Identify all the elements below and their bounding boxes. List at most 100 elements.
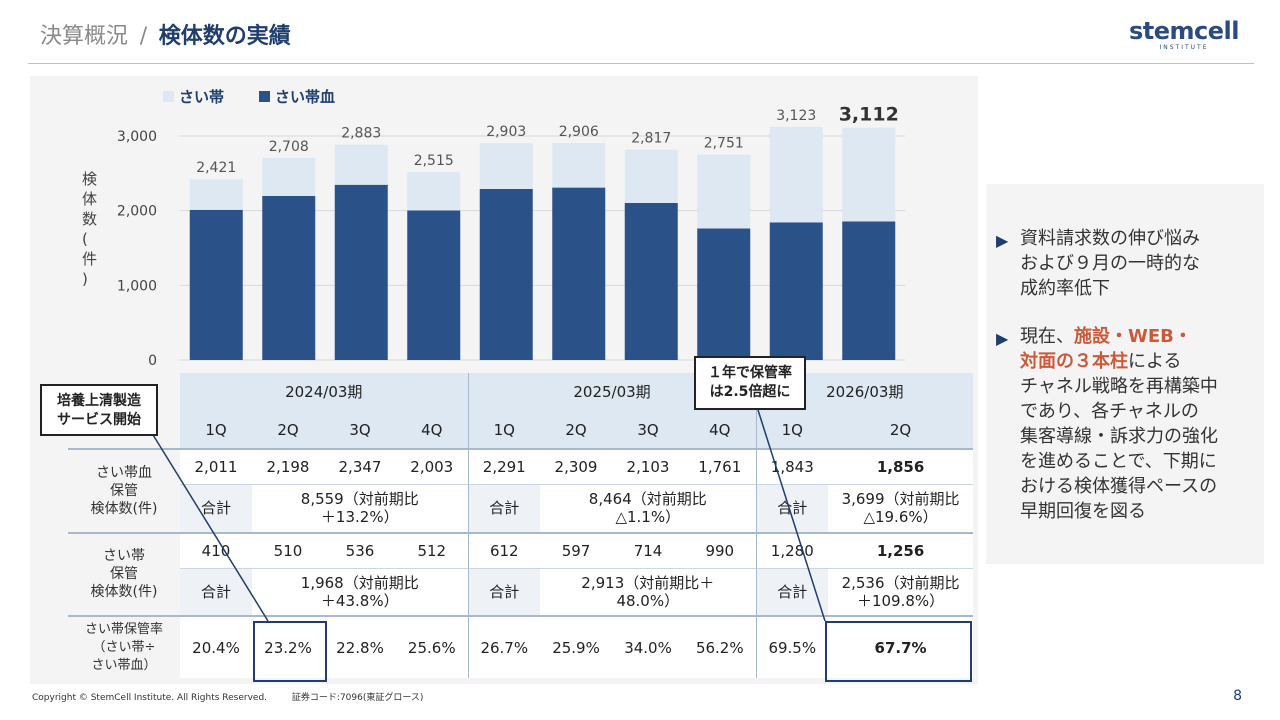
footer: Copyright © StemCell Institute. All Righ… [32, 690, 445, 703]
table-cell: 1,761 [684, 448, 757, 485]
table-cell: 510 [252, 531, 324, 568]
table-cell: 714 [612, 531, 685, 568]
header-divider [28, 63, 1254, 64]
page-number: 8 [1233, 688, 1242, 704]
bar-cord-blood [769, 222, 823, 360]
legend-swatch [163, 91, 174, 102]
table-cell: 2,103 [612, 448, 685, 485]
bar-cord-blood [697, 228, 751, 360]
quarter-header: 3Q [612, 411, 685, 449]
bar-cord [552, 143, 606, 188]
bar-cord-blood [262, 195, 316, 360]
row-label-cord: さい帯 保管 検体数(件) [68, 531, 180, 616]
callout-left: 培養上清製造 サービス開始 [40, 384, 158, 436]
highlight-box-67-7 [825, 621, 972, 682]
quarter-header: 1Q [180, 411, 252, 449]
table-cell-latest: 67.7% [828, 615, 974, 678]
sum-label: 合計 [467, 484, 541, 533]
triangle-bullet-icon: ▶ [996, 231, 1009, 250]
bar-cord [769, 126, 823, 223]
quarter-header: 2Q [540, 411, 613, 449]
summary-text-1: 資料請求数の伸び悩み および９月の一時的な 成約率低下 [1020, 228, 1200, 299]
quarter-header: 2Q [828, 411, 974, 449]
table-cell-latest: 1,256 [828, 531, 974, 568]
table-cell-latest: 1,856 [828, 448, 974, 485]
bar-cord [697, 154, 751, 229]
table-cell: 2,003 [396, 448, 469, 485]
summary-panel: ▶ 資料請求数の伸び悩み および９月の一時的な 成約率低下 ▶ 現在、施設・WE… [986, 184, 1264, 564]
y-tick-label: 0 [148, 353, 157, 369]
table-cell: 56.2% [684, 615, 757, 678]
sum-value: 8,464（対前期比 △1.1%） [540, 484, 757, 533]
highlight-box-23-2 [253, 621, 327, 682]
bar-cord-blood [552, 187, 606, 360]
table-cell: 25.6% [396, 615, 469, 678]
table-cell: 1,280 [755, 531, 829, 568]
table-cell: 512 [396, 531, 469, 568]
y-axis-label: 検体数(件) [82, 170, 97, 288]
sum-label: 合計 [755, 484, 829, 533]
copyright-text: Copyright © StemCell Institute. All Righ… [32, 693, 268, 703]
quarter-header: 4Q [396, 411, 469, 449]
row-label-cord-blood: さい帯血 保管 検体数(件) [68, 448, 180, 533]
table-cell: 2,347 [324, 448, 396, 485]
summary-text-2: 現在、施設・WEB・ 対面の３本柱による チャネル戦略を再構築中 であり、各チャ… [996, 324, 1256, 524]
bar-total-label: 3,123 [776, 108, 816, 124]
bar-cord-blood [407, 210, 461, 360]
table-cell: 25.9% [540, 615, 613, 678]
leader-line-left [149, 429, 269, 622]
table-cell: 2,291 [467, 448, 541, 485]
legend-label: さい帯血 [275, 88, 335, 106]
table-cell: 34.0% [612, 615, 685, 678]
legend-label: さい帯 [179, 88, 224, 106]
summary-point-1: ▶ 資料請求数の伸び悩み および９月の一時的な 成約率低下 [996, 226, 1256, 301]
y-tick-label: 3,000 [117, 129, 157, 145]
quarter-header: 2Q [252, 411, 324, 449]
sample-count-table: 2024/03期 2025/03期 2026/03期 1Q 2Q 3Q 4Q 1… [68, 373, 974, 678]
logo-subtitle: INSTITUTE [1159, 44, 1209, 51]
title-prefix: 決算概況 [40, 24, 129, 49]
bar-total-label: 2,883 [341, 126, 381, 142]
y-tick-label: 1,000 [117, 278, 157, 294]
bar-cord-blood [479, 188, 533, 360]
table-cell: 69.5% [755, 615, 829, 678]
table-cell: 20.4% [180, 615, 252, 678]
bar-total-label: 2,515 [414, 153, 454, 169]
sum-value: 2,536（対前期比 ＋109.8%） [828, 567, 974, 616]
table-cell: 410 [180, 531, 252, 568]
company-logo: stemcell INSTITUTE [1124, 18, 1244, 51]
bar-total-label: 3,112 [839, 104, 899, 126]
bar-total-label: 2,906 [559, 124, 599, 140]
callout-right: １年で保管率 は2.5倍超に [694, 356, 806, 410]
table-cell: 2,198 [252, 448, 324, 485]
quarter-header: 3Q [324, 411, 396, 449]
bar-cord-blood [842, 221, 896, 360]
table-cell: 23.2% [252, 615, 324, 678]
sum-value: 1,968（対前期比 ＋43.8%） [252, 567, 469, 616]
bar-cord [262, 157, 316, 196]
bar-cord-blood [334, 184, 388, 360]
sum-value: 3,699（対前期比 △19.6%） [828, 484, 974, 533]
quarter-header: 4Q [684, 411, 757, 449]
bar-total-label: 2,708 [269, 139, 309, 155]
table-cell: 612 [467, 531, 541, 568]
bar-total-label: 2,817 [631, 131, 671, 147]
page-title: 決算概況 / 検体数の実績 [40, 18, 291, 50]
bar-cord [189, 179, 243, 210]
bar-cord-blood [624, 202, 678, 360]
sum-label: 合計 [180, 567, 252, 616]
row-label-ratio: さい帯保管率 （さい帯÷ さい帯血） [68, 615, 180, 678]
period-header: 2024/03期 [180, 373, 469, 411]
summary-highlight-1: 施設・WEB・ [1074, 326, 1192, 347]
bar-total-label: 2,751 [704, 136, 744, 152]
bar-total-label: 2,903 [486, 124, 526, 140]
summary-highlight-2: 対面の３本柱 [1020, 351, 1128, 372]
triangle-bullet-icon: ▶ [996, 329, 1009, 348]
quarter-header: 1Q [467, 411, 541, 449]
summary-text-2-post: による チャネル戦略を再構築中 であり、各チャネルの 集客導線・訴求力の強化 を… [1020, 351, 1218, 522]
sum-value: 8,559（対前期比 ＋13.2%） [252, 484, 469, 533]
table-cell: 990 [684, 531, 757, 568]
stock-code-text: 証券コード:7096(東証グロース) [291, 693, 424, 703]
table-cell: 2,309 [540, 448, 613, 485]
leader-line-right [757, 409, 826, 622]
